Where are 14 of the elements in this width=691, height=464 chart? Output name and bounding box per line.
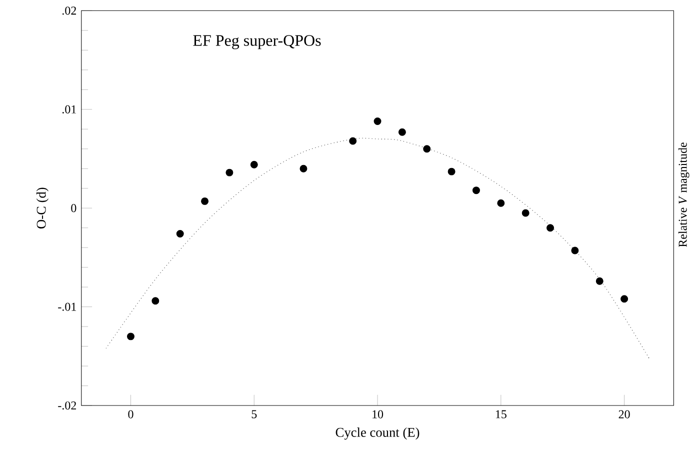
x-axis-title: Cycle count (E)	[336, 427, 420, 440]
y-tick-label: .01	[62, 105, 76, 114]
x-tick-label: 5	[252, 410, 257, 418]
text: EF Peg super-QPOs	[193, 35, 321, 50]
x-tick-label: 0	[128, 410, 134, 418]
y-tick-label: .02	[62, 6, 76, 15]
y-axis-title: O-C (d)	[36, 188, 49, 228]
y-tick-label: -.02	[58, 401, 76, 410]
y2-axis-title: Relative V magnitude	[678, 142, 690, 247]
x-tick-label: 15	[496, 410, 506, 418]
x-tick-label: 20	[618, 410, 630, 418]
y-tick-label: 0	[71, 204, 76, 212]
y-tick-label: -.01	[58, 302, 76, 311]
x-tick-label: 10	[372, 410, 384, 418]
